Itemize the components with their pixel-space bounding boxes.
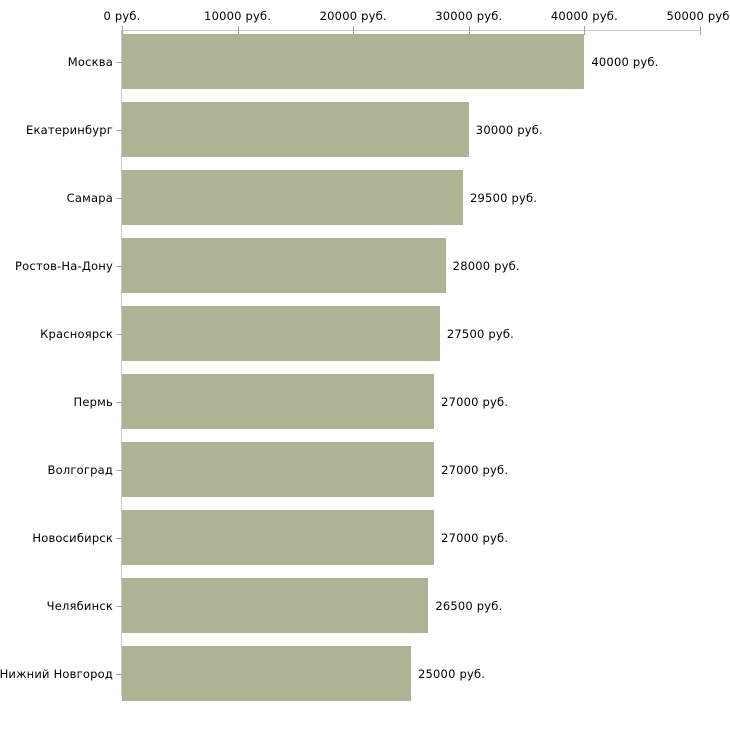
- bar-value-label: 40000 руб.: [591, 54, 659, 69]
- y-axis-tick: [116, 61, 122, 63]
- bar-value-label: 27000 руб.: [441, 394, 509, 409]
- bar[interactable]: [122, 578, 429, 633]
- y-axis-category-label: Нижний Новгород: [0, 666, 113, 681]
- y-axis-tick: [116, 129, 122, 131]
- bar[interactable]: [122, 170, 464, 225]
- bar[interactable]: [122, 374, 435, 429]
- x-axis-tick: [468, 26, 470, 35]
- y-axis-tick: [116, 197, 122, 199]
- y-axis-category-label: Волгоград: [47, 462, 113, 477]
- y-axis-tick: [116, 605, 122, 607]
- x-axis-tick: [700, 26, 701, 35]
- bar[interactable]: [122, 34, 585, 89]
- y-axis-category-label: Самара: [66, 190, 113, 205]
- y-axis-tick: [116, 469, 122, 471]
- x-axis-tick-label: 50000 руб.: [666, 9, 730, 23]
- bar[interactable]: [122, 442, 435, 497]
- y-axis-category-label: Екатеринбург: [26, 122, 113, 137]
- x-axis-tick: [353, 26, 355, 35]
- y-axis-category-label: Ростов-На-Дону: [15, 258, 113, 273]
- bar-value-label: 27500 руб.: [446, 326, 514, 341]
- y-axis-tick: [116, 537, 122, 539]
- x-axis-tick-label: 40000 руб.: [550, 9, 618, 23]
- y-axis-category-label: Пермь: [73, 394, 113, 409]
- bar-value-label: 27000 руб.: [441, 462, 509, 477]
- bar-value-label: 30000 руб.: [475, 122, 543, 137]
- bar-value-label: 28000 руб.: [452, 258, 520, 273]
- y-axis-tick: [116, 333, 122, 335]
- y-axis-line: [121, 30, 122, 696]
- x-axis-tick: [122, 26, 123, 35]
- x-axis-line: [122, 30, 700, 31]
- y-axis-tick: [116, 265, 122, 267]
- y-axis-category-label: Челябинск: [46, 598, 113, 613]
- bar-value-label: 26500 руб.: [435, 598, 503, 613]
- y-axis-category-label: Москва: [67, 54, 113, 69]
- bar-value-label: 29500 руб.: [470, 190, 538, 205]
- x-axis-tick-label: 20000 руб.: [319, 9, 387, 23]
- bar-value-label: 25000 руб.: [418, 666, 486, 681]
- x-axis-tick: [584, 26, 586, 35]
- y-axis-tick: [116, 401, 122, 403]
- y-axis-category-label: Красноярск: [40, 326, 113, 341]
- bar[interactable]: [122, 646, 411, 701]
- bar[interactable]: [122, 306, 440, 361]
- x-axis-tick-label: 0 руб.: [103, 9, 141, 23]
- x-axis-tick-label: 10000 руб.: [204, 9, 272, 23]
- x-axis-tick-label: 30000 руб.: [435, 9, 503, 23]
- x-axis-tick: [237, 26, 239, 35]
- y-axis-category-label: Новосибирск: [32, 530, 113, 545]
- bar[interactable]: [122, 238, 446, 293]
- y-axis-tick: [116, 673, 122, 675]
- bar[interactable]: [122, 102, 469, 157]
- bar-value-label: 27000 руб.: [441, 530, 509, 545]
- bar[interactable]: [122, 510, 435, 565]
